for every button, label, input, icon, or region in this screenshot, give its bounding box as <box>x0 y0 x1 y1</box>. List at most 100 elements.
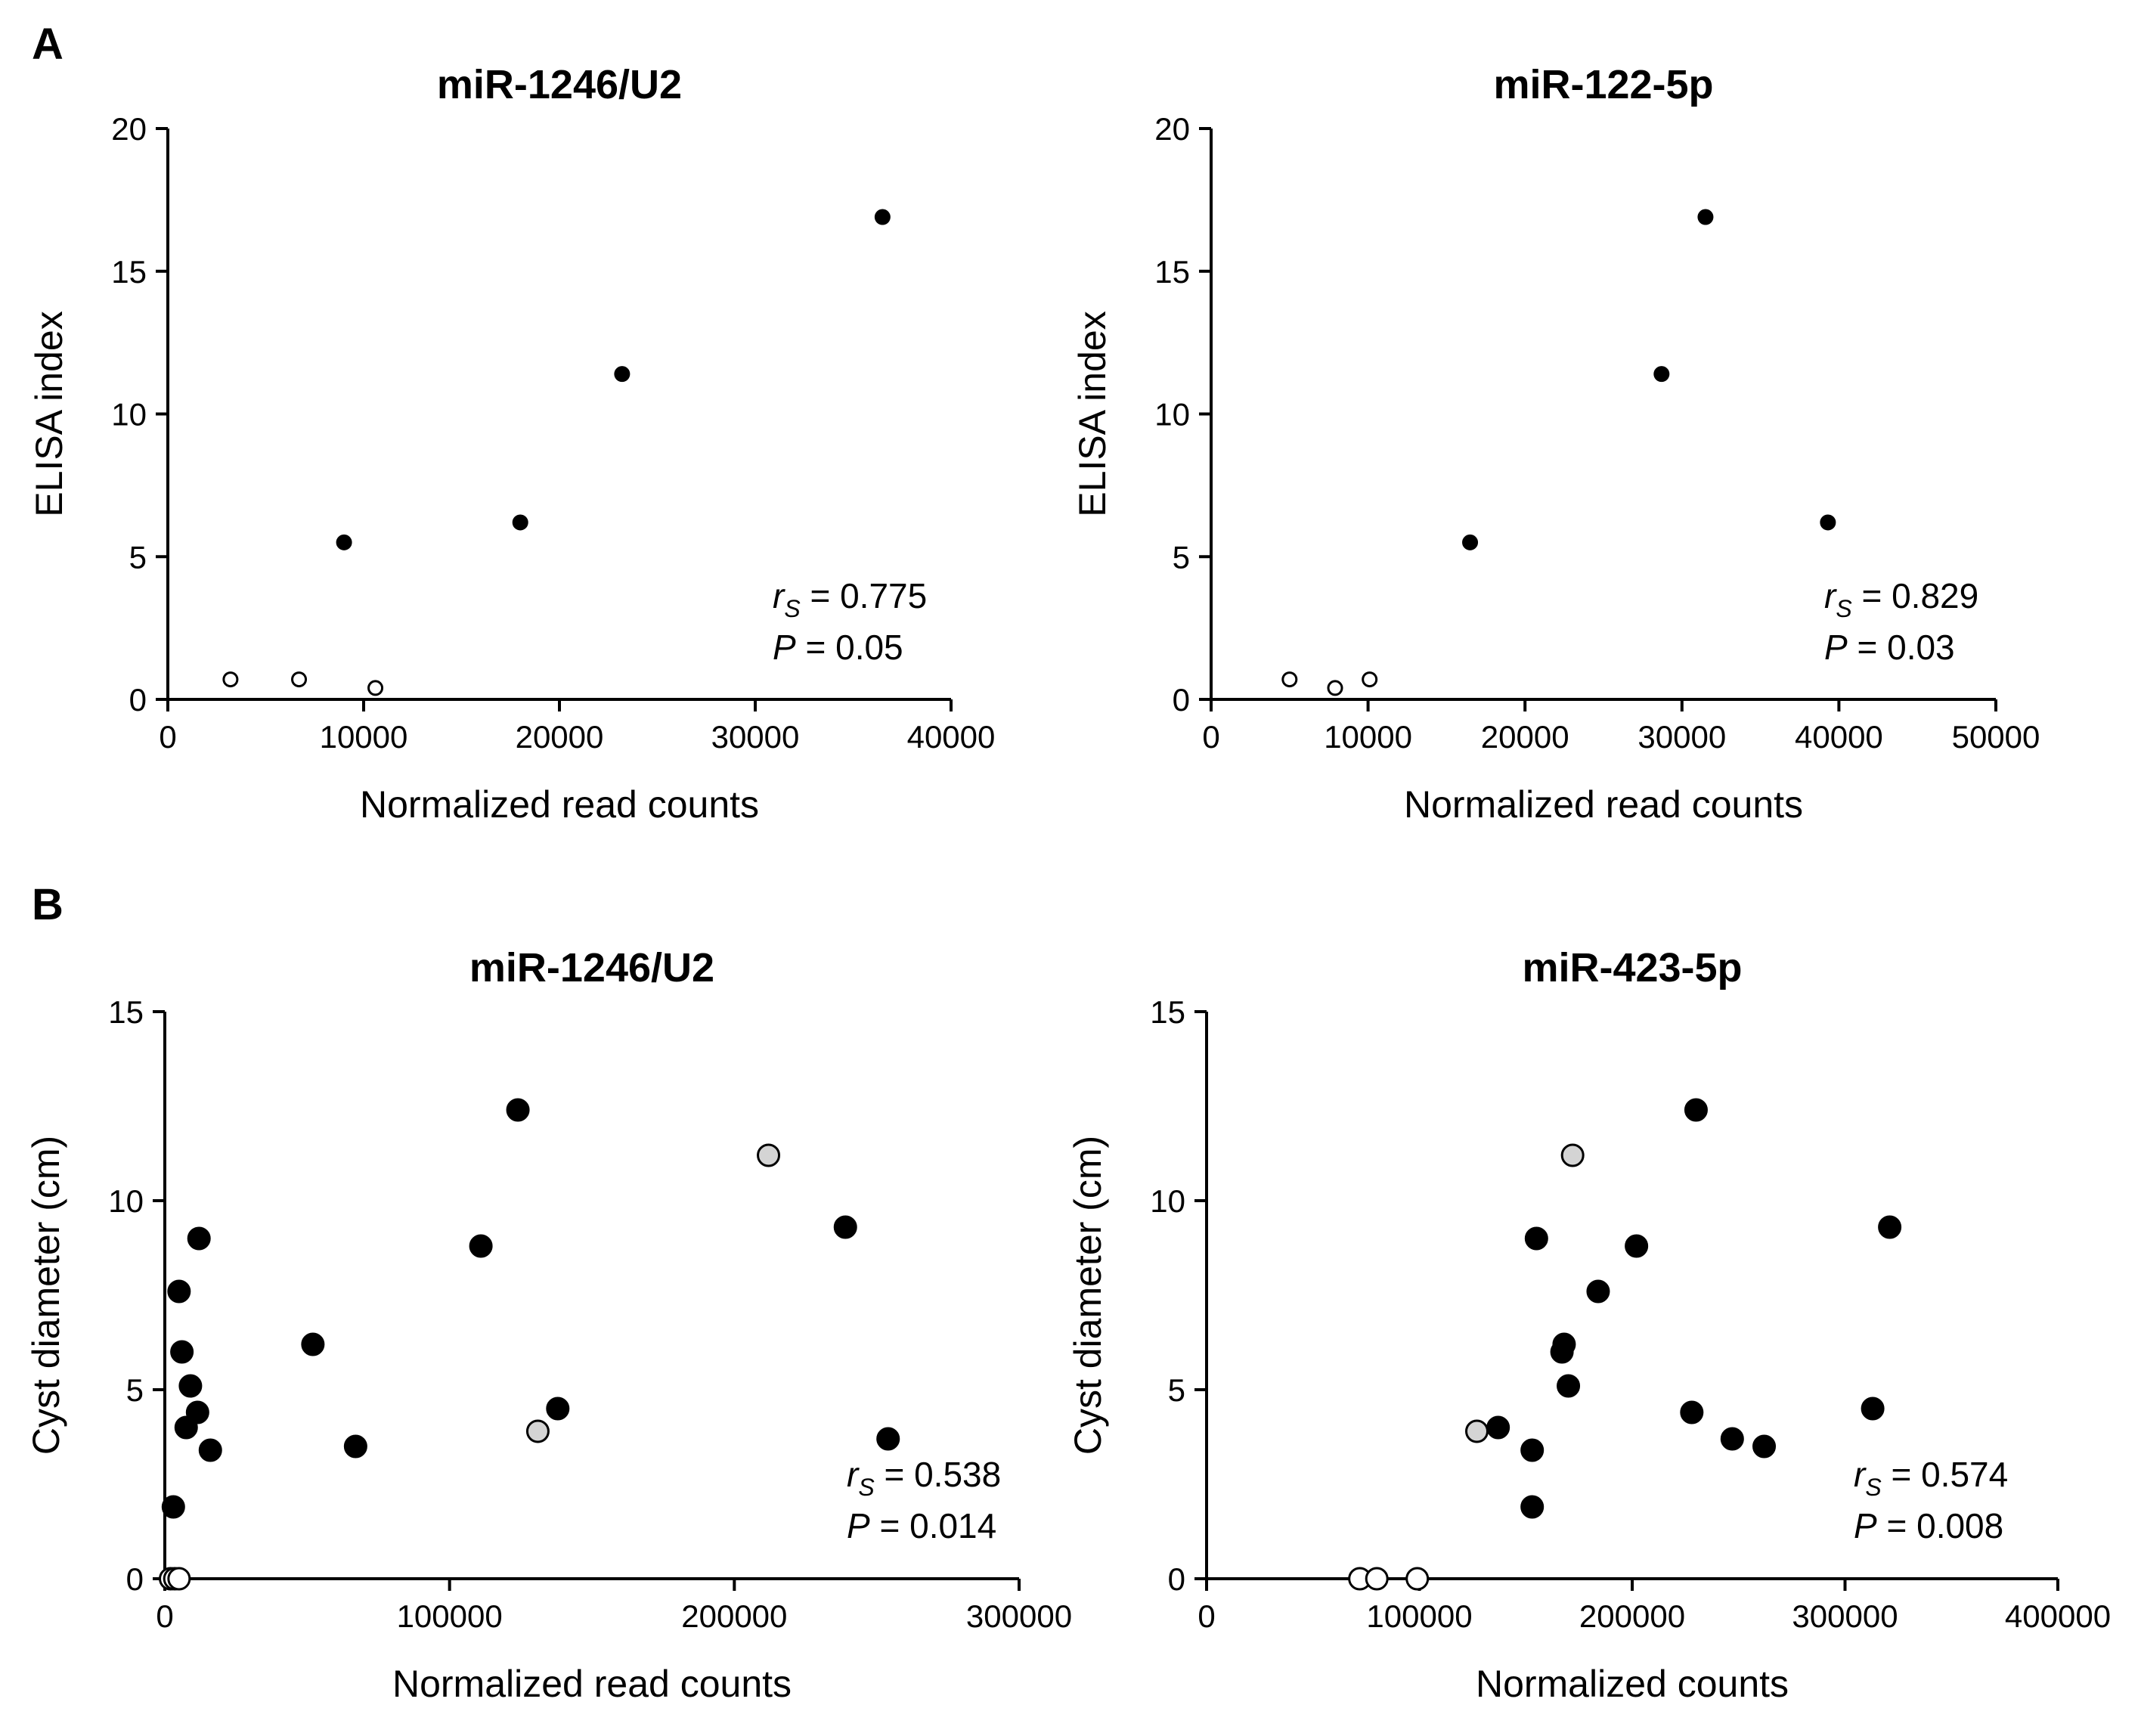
x-tick-label: 200000 <box>681 1598 787 1634</box>
data-point <box>512 514 528 531</box>
data-point <box>170 1340 194 1364</box>
x-tick-label: 20000 <box>1481 719 1569 755</box>
data-point <box>1465 1419 1489 1443</box>
data-point <box>1720 1427 1744 1451</box>
data-point <box>167 1279 191 1304</box>
y-tick-label: 10 <box>108 1183 144 1219</box>
data-point <box>1520 1495 1545 1519</box>
data-point <box>1752 1434 1777 1459</box>
x-tick-label: 20000 <box>516 719 604 755</box>
p-value-label: P = 0.05 <box>773 628 903 667</box>
chart-4: 0 100000 200000 300000 400000 0 5 10 15 miR-423-5… <box>1067 945 2111 1705</box>
data-point <box>1524 1226 1548 1251</box>
y-tick-label: 15 <box>111 254 147 290</box>
x-tick-label: 10000 <box>320 719 408 755</box>
x-tick-label: 0 <box>156 1598 173 1634</box>
x-tick-label: 0 <box>159 719 176 755</box>
data-point <box>198 1438 222 1462</box>
data-point <box>469 1234 493 1258</box>
x-tick-label: 0 <box>1202 719 1219 755</box>
data-point <box>614 366 631 383</box>
y-tick-label: 0 <box>126 1561 144 1597</box>
y-tick-label: 15 <box>1150 994 1185 1030</box>
data-point <box>1362 671 1378 688</box>
data-point <box>525 1419 550 1443</box>
data-point <box>1405 1567 1430 1591</box>
chart-title: miR-1246/U2 <box>437 62 682 107</box>
data-point <box>546 1397 570 1421</box>
data-point <box>1557 1374 1581 1398</box>
data-point <box>1586 1279 1610 1304</box>
data-point <box>833 1215 857 1239</box>
data-point <box>291 671 308 688</box>
x-tick-label: 40000 <box>1795 719 1883 755</box>
data-point <box>1327 680 1343 696</box>
p-value-label: P = 0.03 <box>1824 628 1955 667</box>
data-point <box>1878 1215 1902 1239</box>
panel-label-b: B <box>32 880 64 929</box>
data-point <box>1560 1143 1585 1167</box>
data-point <box>367 680 384 696</box>
x-tick-label: 10000 <box>1324 719 1412 755</box>
x-tick-label: 0 <box>1198 1598 1215 1634</box>
chart-2: 0 10000 20000 30000 40000 50000 0 5 10 15 20 miR-12… <box>1071 62 2040 826</box>
data-point <box>1365 1567 1389 1591</box>
p-value-label: P = 0.008 <box>1854 1506 2003 1545</box>
x-axis-label: Normalized read counts <box>360 783 759 826</box>
x-axis-label: Normalized read counts <box>392 1663 792 1705</box>
y-tick-label: 0 <box>1173 682 1190 718</box>
y-axis-label: Cyst diameter (cm) <box>1067 1136 1109 1455</box>
data-point <box>178 1374 203 1398</box>
data-point <box>343 1434 367 1459</box>
data-point <box>187 1226 211 1251</box>
x-tick-label: 50000 <box>1952 719 2040 755</box>
data-point <box>185 1400 209 1424</box>
data-point <box>167 1567 191 1591</box>
data-point <box>1462 534 1479 550</box>
x-axis-label: Normalized read counts <box>1404 783 1803 826</box>
y-tick-label: 15 <box>108 994 144 1030</box>
y-axis-label: ELISA index <box>28 311 70 516</box>
y-axis-label: Cyst diameter (cm) <box>25 1136 67 1455</box>
spearman-r-label: rS = 0.574 <box>1854 1455 2008 1501</box>
x-tick-label: 100000 <box>1366 1598 1472 1634</box>
data-point <box>336 534 352 550</box>
data-point <box>301 1332 325 1356</box>
data-point <box>1520 1438 1545 1462</box>
x-tick-label: 300000 <box>1792 1598 1898 1634</box>
p-value-label: P = 0.014 <box>847 1506 996 1545</box>
data-point <box>757 1143 781 1167</box>
y-tick-label: 20 <box>111 111 147 147</box>
chart-title: miR-1246/U2 <box>469 945 714 990</box>
x-tick-label: 300000 <box>966 1598 1072 1634</box>
y-tick-label: 5 <box>1168 1372 1185 1408</box>
data-point <box>1552 1332 1576 1356</box>
data-point <box>1486 1415 1510 1440</box>
y-tick-label: 0 <box>129 682 147 718</box>
panel-label-a: A <box>32 20 64 69</box>
y-tick-label: 20 <box>1154 111 1190 147</box>
y-tick-label: 5 <box>126 1372 144 1408</box>
data-point <box>1820 514 1836 531</box>
chart-1: 0 10000 20000 30000 40000 0 5 10 15 20 miR-1246/U2… <box>28 62 995 826</box>
x-tick-label: 400000 <box>2005 1598 2111 1634</box>
data-point <box>1697 209 1714 225</box>
x-tick-label: 40000 <box>907 719 996 755</box>
data-point <box>1625 1234 1649 1258</box>
spearman-r-label: rS = 0.538 <box>847 1455 1001 1501</box>
y-axis-label: ELISA index <box>1071 311 1114 516</box>
spearman-r-label: rS = 0.775 <box>773 576 927 622</box>
data-point <box>506 1098 530 1122</box>
data-point <box>876 1427 900 1451</box>
data-point <box>874 209 891 225</box>
x-axis-label: Normalized counts <box>1476 1663 1789 1705</box>
x-tick-label: 30000 <box>1638 719 1726 755</box>
x-tick-label: 200000 <box>1579 1598 1685 1634</box>
y-tick-label: 15 <box>1154 254 1190 290</box>
y-tick-label: 10 <box>111 397 147 432</box>
y-tick-label: 5 <box>1173 539 1190 575</box>
y-tick-label: 10 <box>1154 397 1190 432</box>
data-point <box>1281 671 1298 688</box>
data-point <box>1861 1397 1885 1421</box>
